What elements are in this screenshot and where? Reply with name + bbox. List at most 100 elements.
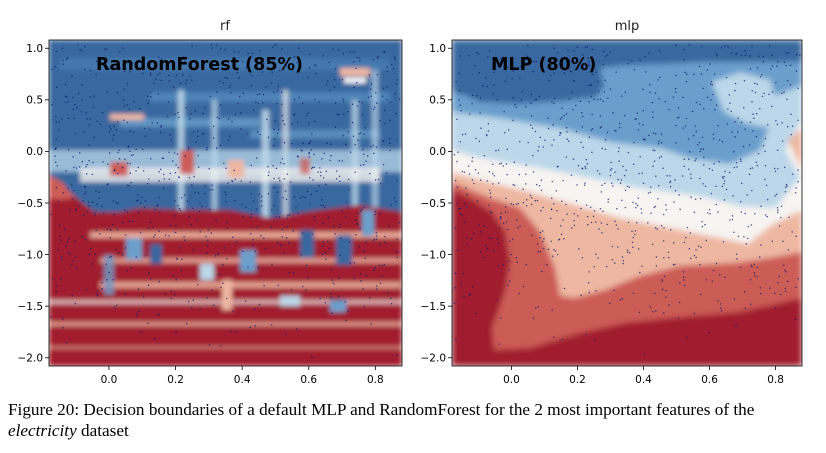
- mlp-data-point: [478, 224, 480, 226]
- rf-data-point: [89, 247, 92, 250]
- rf-data-point: [241, 203, 243, 206]
- rf-data-point: [318, 184, 320, 187]
- rf-data-point: [99, 123, 102, 126]
- mlp-data-point: [786, 126, 789, 128]
- mlp-data-point: [773, 292, 776, 294]
- rf-ytick-label: 1.0: [26, 43, 43, 55]
- rf-data-point: [361, 102, 363, 104]
- mlp-data-point: [651, 101, 654, 104]
- rf-data-point: [179, 209, 182, 212]
- rf-data-point: [229, 84, 232, 86]
- mlp-data-point: [710, 192, 713, 195]
- rf-data-point: [395, 83, 398, 86]
- rf-data-point: [330, 269, 333, 271]
- rf-data-point: [250, 192, 252, 195]
- rf-data-point: [282, 119, 284, 122]
- mlp-data-point: [466, 206, 468, 208]
- rf-data-point: [58, 129, 60, 132]
- rf-data-point: [96, 120, 99, 122]
- mlp-data-point: [746, 194, 748, 196]
- mlp-data-point: [685, 236, 687, 239]
- rf-data-point: [128, 185, 130, 187]
- mlp-data-point: [505, 197, 507, 199]
- mlp-data-points: [453, 44, 801, 356]
- rf-data-point: [73, 166, 75, 169]
- rf-data-point: [179, 82, 182, 85]
- mlp-data-point: [723, 175, 726, 178]
- rf-data-point: [128, 108, 131, 111]
- rf-data-point: [338, 175, 341, 177]
- rf-data-point: [372, 144, 374, 147]
- mlp-data-point: [547, 248, 550, 251]
- rf-data-point: [342, 134, 344, 137]
- mlp-data-point: [642, 109, 645, 112]
- rf-data-point: [264, 247, 266, 250]
- rf-data-point: [355, 219, 357, 221]
- rf-data-point: [78, 205, 80, 207]
- mlp-data-point: [553, 202, 555, 205]
- mlp-data-point: [477, 52, 480, 55]
- rf-data-point: [158, 180, 160, 182]
- mlp-data-point: [622, 259, 624, 262]
- rf-data-point: [190, 223, 193, 226]
- mlp-data-point: [557, 165, 559, 168]
- rf-data-point: [208, 188, 211, 191]
- rf-data-point: [180, 196, 183, 199]
- rf-data-point: [147, 322, 149, 324]
- mlp-data-point: [600, 222, 603, 224]
- rf-data-point: [206, 252, 208, 254]
- mlp-data-point: [759, 292, 762, 295]
- rf-data-point: [67, 117, 70, 120]
- mlp-data-point: [718, 160, 720, 163]
- mlp-data-point: [621, 256, 624, 258]
- mlp-data-point: [591, 151, 593, 154]
- rf-data-point: [83, 214, 85, 217]
- mlp-data-point: [563, 237, 565, 240]
- rf-data-point: [373, 108, 375, 111]
- rf-data-point: [183, 235, 185, 238]
- rf-data-point: [293, 98, 296, 101]
- mlp-data-point: [592, 215, 595, 217]
- rf-data-point: [176, 153, 179, 155]
- mlp-data-point: [541, 230, 544, 232]
- mlp-data-point: [607, 97, 609, 99]
- mlp-data-point: [498, 227, 501, 230]
- mlp-data-point: [713, 163, 715, 165]
- mlp-data-point: [459, 140, 462, 143]
- mlp-data-point: [771, 54, 773, 57]
- mlp-data-point: [616, 207, 618, 210]
- rf-data-point: [197, 166, 200, 168]
- rf-data-point: [162, 157, 165, 160]
- rf-data-point: [266, 118, 268, 121]
- mlp-data-point: [652, 165, 654, 167]
- rf-data-point: [222, 282, 224, 284]
- mlp-data-point: [512, 204, 515, 206]
- rf-data-point: [369, 172, 371, 175]
- mlp-data-point: [588, 61, 590, 63]
- mlp-data-point: [754, 212, 756, 215]
- mlp-data-point: [682, 96, 684, 98]
- rf-data-point: [159, 72, 161, 75]
- rf-data-point: [315, 190, 318, 192]
- rf-data-point: [101, 205, 103, 208]
- mlp-data-point: [744, 212, 746, 215]
- rf-data-point: [101, 287, 103, 290]
- rf-data-point: [70, 263, 73, 266]
- rf-data-point: [378, 264, 381, 267]
- rf-data-point: [366, 155, 369, 157]
- mlp-data-point: [504, 211, 507, 214]
- mlp-data-point: [483, 154, 486, 157]
- rf-data-point: [158, 313, 160, 316]
- rf-data-point: [332, 282, 335, 285]
- rf-data-point: [117, 172, 119, 175]
- rf-data-point: [88, 144, 90, 147]
- rf-data-point: [259, 49, 261, 52]
- rf-data-point: [168, 235, 170, 237]
- rf-data-point: [106, 91, 108, 93]
- rf-data-point: [313, 153, 315, 156]
- mlp-data-point: [519, 225, 521, 228]
- mlp-data-point: [635, 117, 638, 120]
- rf-data-point: [125, 234, 127, 236]
- mlp-ytick-label: −0.5: [421, 198, 447, 210]
- mlp-data-point: [651, 116, 654, 119]
